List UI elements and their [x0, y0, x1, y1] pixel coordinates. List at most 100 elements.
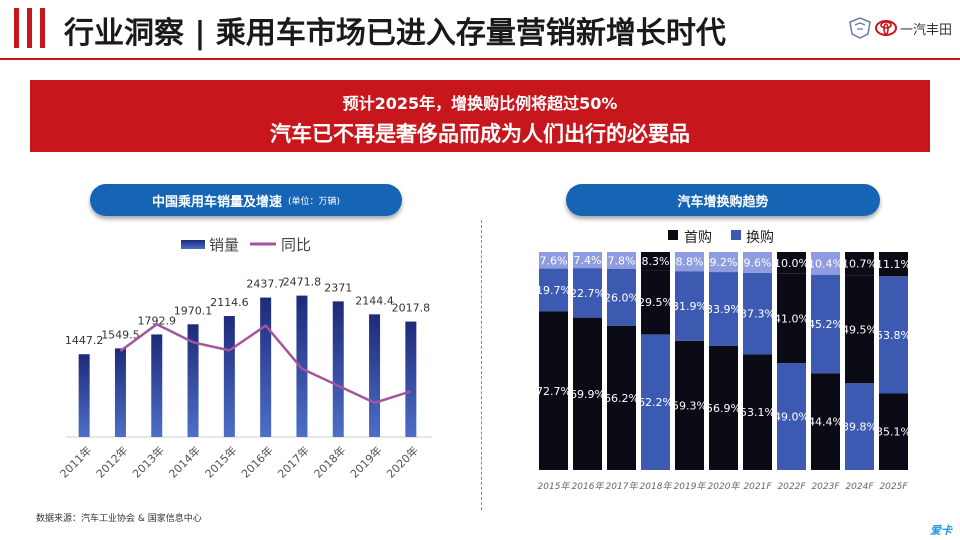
stack-top-segment [641, 252, 670, 271]
banner-line-1: 预计2025年，增换购比例将超过50% [342, 94, 618, 113]
stack-top-label: 7.4% [574, 254, 602, 267]
x-tick-label: 2016年 [238, 443, 275, 480]
sales-data-label: 2114.6 [210, 296, 249, 309]
sales-bar [332, 301, 344, 437]
sales-bar [296, 295, 308, 437]
stack-bottom-segment [845, 383, 874, 470]
sales-data-label: 2437.7 [246, 278, 285, 291]
stack-bottom-label: 62.2% [638, 396, 673, 409]
sales-data-label: 2371 [324, 281, 352, 294]
stack-middle-label: 45.2% [808, 318, 843, 331]
stack-middle-segment [607, 269, 636, 326]
stack-middle-label: 37.3% [740, 308, 775, 321]
stack-top-label: 8.8% [676, 256, 704, 269]
legend-swatch-first [668, 230, 678, 240]
stack-bottom-label: 66.2% [604, 392, 639, 405]
sales-data-label: 1549.5 [101, 328, 140, 341]
stack-top-segment [539, 252, 568, 269]
right-panel-title-text: 汽车增换购趋势 [677, 194, 769, 210]
x-tick-label: 2018年 [640, 481, 673, 492]
x-tick-label: 2017年 [275, 443, 312, 480]
sales-data-label: 1792.9 [138, 314, 177, 327]
stack-top-segment [709, 252, 738, 273]
x-tick-label: 2024F [845, 482, 874, 492]
stack-top-segment [573, 252, 602, 269]
stack-middle-segment [641, 270, 670, 335]
sales-data-label: 2471.8 [283, 276, 322, 289]
stack-bottom-segment [573, 317, 602, 470]
stack-middle-segment [573, 268, 602, 318]
stack-top-label: 8.3% [642, 255, 670, 268]
replacement-trend-chart: 首购 换购 72.7% 19.7% 7.6% 2015年 69.9% 22.7% 7.4% 201… [536, 229, 911, 492]
legend-label-first: 首购 [684, 230, 712, 246]
left-panel-title-text: 中国乘用车销量及增速 [151, 194, 282, 210]
x-tick-label: 2015年 [202, 443, 239, 480]
stack-middle-segment [743, 272, 772, 355]
x-tick-label: 2019年 [347, 443, 384, 480]
stack-middle-segment [777, 273, 806, 364]
sales-bar [114, 348, 126, 437]
stack-top-label: 9.6% [744, 256, 772, 269]
x-tick-label: 2025F [879, 482, 908, 492]
headline-banner: 预计2025年，增换购比例将超过50% 汽车已不再是奢侈品而成为人们出行的必要品 [30, 80, 930, 152]
sales-data-label: 1447.2 [65, 334, 104, 347]
sales-data-label: 1970.1 [174, 304, 213, 317]
sales-bar [223, 316, 235, 437]
sales-bar [187, 324, 199, 437]
stack-top-segment [777, 252, 806, 274]
stack-top-segment [845, 252, 874, 276]
stack-middle-label: 53.8% [876, 329, 911, 342]
sales-bar [260, 297, 272, 437]
stack-top-label: 7.8% [608, 255, 636, 268]
stack-bottom-label: 39.8% [842, 421, 877, 434]
x-tick-label: 2014年 [166, 443, 203, 480]
stack-bottom-label: 72.7% [536, 385, 571, 398]
stack-top-label: 10.7% [842, 258, 877, 271]
stack-middle-label: 49.5% [842, 323, 877, 336]
page-title: 行业洞察 | 乘用车市场已进入存量营销新增长时代 [64, 16, 726, 51]
stack-bottom-segment [811, 373, 840, 470]
stack-middle-segment [811, 274, 840, 374]
stack-top-label: 10.4% [808, 257, 843, 270]
x-tick-label: 2011年 [57, 443, 94, 480]
stack-middle-segment [845, 275, 874, 384]
sales-bar [151, 334, 163, 437]
stack-top-label: 11.1% [876, 258, 911, 271]
stack-bottom-label: 44.4% [808, 416, 843, 429]
stack-middle-label: 31.9% [672, 300, 707, 313]
stack-middle-label: 26.0% [604, 291, 639, 304]
brand-logo: 一汽丰田 [848, 14, 958, 42]
stack-top-segment [879, 252, 908, 277]
stack-bottom-label: 49.0% [774, 411, 809, 424]
x-tick-label: 2019年 [674, 481, 707, 492]
sales-bar [369, 314, 381, 437]
stack-bottom-segment [743, 354, 772, 470]
sales-data-label: 2017.8 [392, 302, 431, 315]
stack-bottom-segment [709, 345, 738, 470]
stack-bottom-segment [777, 363, 806, 470]
toyota-emblem-icon [875, 20, 897, 36]
sales-growth-chart: 销量 同比 1447.2 2011年 1549.5 2012年 1792.9 2013年 197… [57, 236, 432, 481]
stack-bottom-label: 59.3% [672, 399, 707, 412]
stack-bottom-segment [675, 340, 704, 470]
stack-top-label: 9.2% [710, 256, 738, 269]
x-tick-label: 2016年 [572, 481, 605, 492]
stack-top-segment [743, 252, 772, 273]
stack-middle-segment [675, 271, 704, 341]
stack-middle-label: 19.7% [536, 284, 571, 297]
legend-swatch-replace [731, 230, 741, 240]
stack-bottom-segment [879, 393, 908, 470]
stack-middle-segment [879, 276, 908, 394]
legend-label-yoy: 同比 [281, 236, 311, 254]
panel-divider [481, 220, 482, 510]
stack-top-label: 10.0% [774, 257, 809, 270]
data-source-note: 数据来源：汽车工业协会 & 国家信息中心 [36, 514, 202, 524]
faw-badge-icon [849, 17, 871, 39]
stack-middle-label: 22.7% [570, 287, 605, 300]
x-tick-label: 2017年 [606, 481, 639, 492]
stack-bottom-label: 56.9% [706, 402, 741, 415]
legend-label-replace: 换购 [746, 229, 774, 246]
x-tick-label: 2023F [811, 482, 840, 492]
stack-bottom-label: 35.1% [876, 426, 911, 439]
stack-middle-label: 33.9% [706, 303, 741, 316]
